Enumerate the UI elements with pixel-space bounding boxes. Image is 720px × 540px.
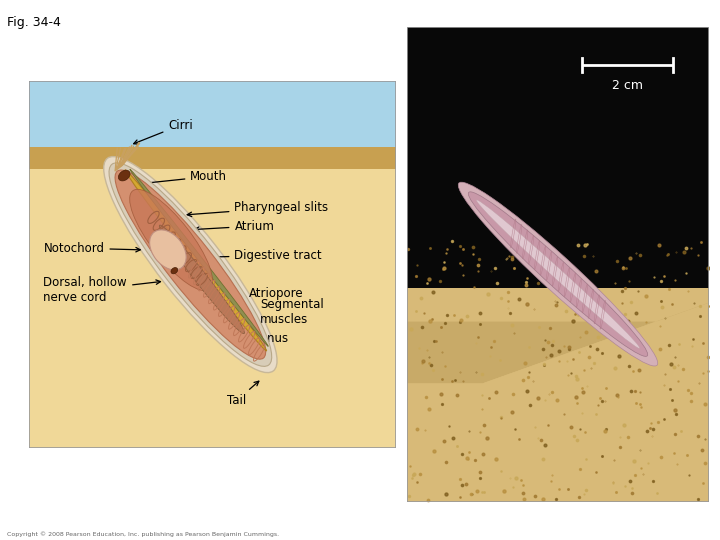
Text: Anus: Anus xyxy=(251,332,289,345)
Ellipse shape xyxy=(104,157,277,373)
Text: Tail: Tail xyxy=(227,381,258,407)
Polygon shape xyxy=(407,302,709,383)
Polygon shape xyxy=(407,27,709,322)
Text: Pharyngeal slits: Pharyngeal slits xyxy=(187,201,328,217)
Text: Atriopore: Atriopore xyxy=(231,287,304,301)
Ellipse shape xyxy=(115,170,266,359)
Text: Digestive tract: Digestive tract xyxy=(204,249,322,262)
Polygon shape xyxy=(29,81,396,154)
Ellipse shape xyxy=(130,190,212,291)
Text: Dorsal, hollow
nerve cord: Dorsal, hollow nerve cord xyxy=(43,276,161,305)
Polygon shape xyxy=(407,302,709,502)
Text: Cirri: Cirri xyxy=(134,119,193,144)
Text: Atrium: Atrium xyxy=(194,220,274,233)
Text: 2 cm: 2 cm xyxy=(612,79,643,92)
Ellipse shape xyxy=(109,163,271,366)
Text: Mouth: Mouth xyxy=(143,170,228,185)
Ellipse shape xyxy=(159,225,245,334)
Ellipse shape xyxy=(459,182,657,366)
Ellipse shape xyxy=(468,192,648,356)
Ellipse shape xyxy=(477,200,639,348)
Text: Segmental
muscles: Segmental muscles xyxy=(248,298,324,326)
Ellipse shape xyxy=(118,170,130,181)
Polygon shape xyxy=(29,81,396,448)
Text: Fig. 34-4: Fig. 34-4 xyxy=(7,16,61,29)
Polygon shape xyxy=(407,288,709,502)
Ellipse shape xyxy=(125,170,266,351)
Ellipse shape xyxy=(171,267,178,274)
Ellipse shape xyxy=(130,169,269,346)
Text: Notochord: Notochord xyxy=(43,241,140,254)
Polygon shape xyxy=(29,147,396,169)
Text: Copyright © 2008 Pearson Education, Inc. publishing as Pearson Benjamin Cummings: Copyright © 2008 Pearson Education, Inc.… xyxy=(7,532,279,537)
Ellipse shape xyxy=(150,230,186,270)
